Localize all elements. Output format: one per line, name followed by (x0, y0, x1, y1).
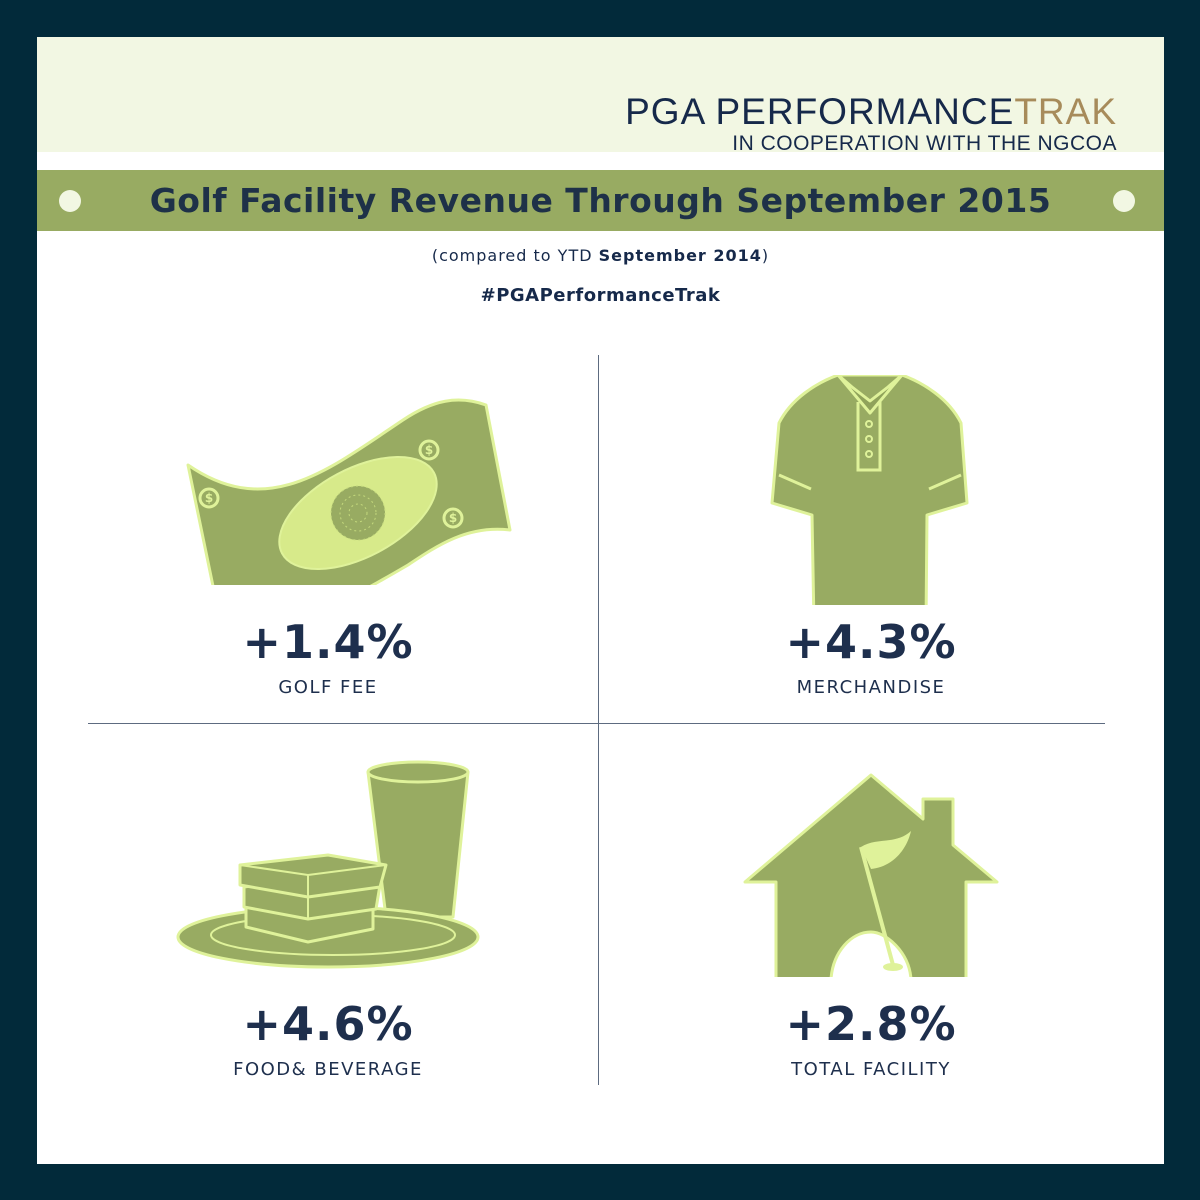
brand-logo: PGA PERFORMANCETRAK IN COOPERATION WITH … (625, 92, 1117, 156)
svg-text:$: $ (449, 511, 457, 525)
subtitle-prefix: (compared to YTD (431, 246, 599, 265)
metric-total-facility: +2.8% TOTAL FACILITY (661, 757, 1081, 1087)
metric-golf-fee: $ $ $ $ +1.4% GOLF FEE (118, 375, 538, 715)
page-title: Golf Facility Revenue Through September … (149, 181, 1052, 220)
food-beverage-value: +4.6% (242, 997, 414, 1051)
brand-name: PGA PERFORMANCETRAK (625, 92, 1117, 132)
svg-text:$: $ (425, 443, 433, 457)
total-facility-value: +2.8% (785, 997, 957, 1051)
metric-merchandise: +4.3% MERCHANDISE (661, 375, 1081, 715)
food-beverage-icon (176, 760, 480, 969)
svg-text:$: $ (205, 491, 213, 505)
decorative-dot-left (59, 190, 81, 212)
brand-name-accent: TRAK (1014, 91, 1117, 132)
clubhouse-icon (743, 773, 999, 977)
decorative-dot-right (1113, 190, 1135, 212)
total-facility-label: TOTAL FACILITY (791, 1059, 951, 1080)
hashtag: #PGAPerformanceTrak (480, 285, 721, 306)
merchandise-label: MERCHANDISE (796, 677, 946, 698)
subtitle-suffix: ) (761, 246, 770, 265)
money-bill-icon: $ $ $ $ (186, 398, 512, 585)
header-band: PGA PERFORMANCETRAK IN COOPERATION WITH … (37, 37, 1164, 155)
brand-name-main: PGA PERFORMANCE (625, 91, 1015, 132)
golf-fee-value: +1.4% (242, 615, 414, 669)
subtitle-bold: September 2014 (598, 246, 762, 265)
golf-fee-label: GOLF FEE (278, 677, 378, 698)
metric-food-beverage: +4.6% FOOD& BEVERAGE (118, 757, 538, 1087)
vertical-divider (598, 355, 599, 1085)
merchandise-value: +4.3% (785, 615, 957, 669)
polo-shirt-icon (770, 375, 969, 605)
title-band: Golf Facility Revenue Through September … (37, 170, 1164, 231)
food-beverage-label: FOOD& BEVERAGE (233, 1059, 423, 1080)
horizontal-divider (88, 723, 1105, 724)
brand-cooperation: IN COOPERATION WITH THE NGCOA (732, 132, 1117, 155)
comparison-subtitle: (compared to YTD September 2014) (37, 246, 1164, 265)
infographic-card: PGA PERFORMANCETRAK IN COOPERATION WITH … (37, 37, 1164, 1164)
